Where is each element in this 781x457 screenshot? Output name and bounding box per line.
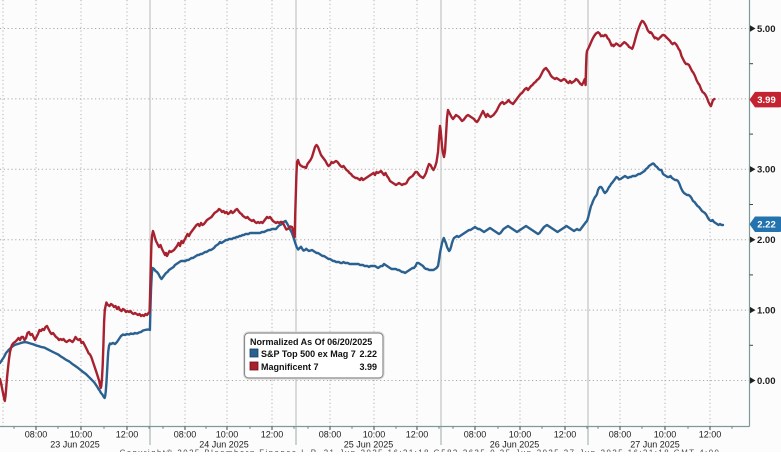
svg-text:2.22: 2.22 (757, 220, 776, 231)
svg-text:12:00: 12:00 (261, 430, 284, 440)
svg-text:2.00: 2.00 (757, 235, 776, 246)
svg-text:3.00: 3.00 (757, 165, 776, 176)
svg-text:10:00: 10:00 (216, 430, 239, 440)
svg-text:08:00: 08:00 (25, 430, 48, 440)
svg-text:12:00: 12:00 (406, 430, 429, 440)
svg-text:10:00: 10:00 (654, 430, 677, 440)
svg-text:12:00: 12:00 (699, 430, 722, 440)
svg-text:10:00: 10:00 (363, 430, 386, 440)
svg-text:3.99: 3.99 (359, 362, 377, 372)
svg-text:10:00: 10:00 (509, 430, 532, 440)
svg-text:Copyright© 2025 Bloomberg Fina: Copyright© 2025 Bloomberg Finance L.P. 2… (120, 449, 721, 453)
svg-text:12:00: 12:00 (554, 430, 577, 440)
svg-text:12:00: 12:00 (116, 430, 139, 440)
svg-text:10:00: 10:00 (70, 430, 93, 440)
svg-text:08:00: 08:00 (609, 430, 632, 440)
svg-text:08:00: 08:00 (174, 430, 197, 440)
svg-text:1.00: 1.00 (757, 306, 776, 317)
svg-text:08:00: 08:00 (464, 430, 487, 440)
svg-text:08:00: 08:00 (319, 430, 342, 440)
svg-text:5.00: 5.00 (757, 24, 776, 35)
svg-text:2.22: 2.22 (359, 349, 377, 359)
svg-text:23 Jun 2025: 23 Jun 2025 (50, 440, 100, 450)
svg-text:3.99: 3.99 (757, 95, 776, 106)
svg-text:Normalized As Of 06/20/2025: Normalized As Of 06/20/2025 (250, 337, 372, 347)
svg-text:0.00: 0.00 (757, 376, 776, 387)
svg-text:S&P Top 500 ex Mag 7: S&P Top 500 ex Mag 7 (261, 349, 356, 359)
svg-text:27 Jun 2025: 27 Jun 2025 (630, 440, 680, 450)
svg-text:24 Jun 2025: 24 Jun 2025 (199, 440, 249, 450)
svg-text:26 Jun 2025: 26 Jun 2025 (490, 440, 540, 450)
svg-text:25 Jun 2025: 25 Jun 2025 (344, 440, 394, 450)
svg-text:Magnificent 7: Magnificent 7 (261, 362, 319, 372)
